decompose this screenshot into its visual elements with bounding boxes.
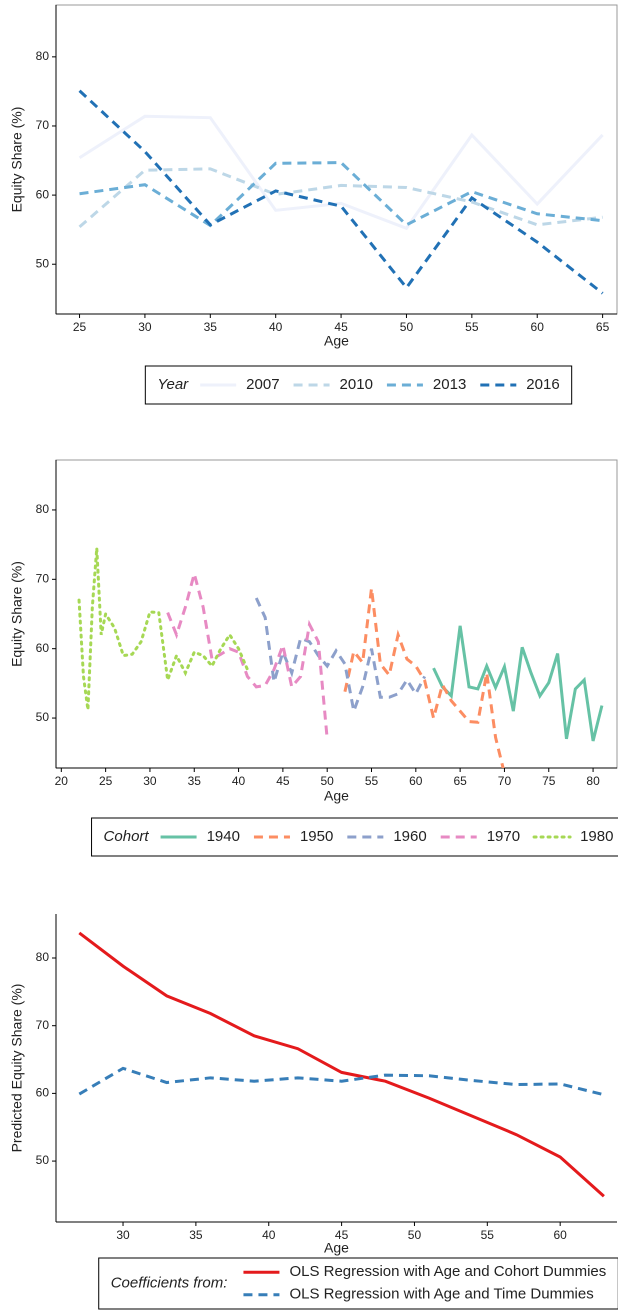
series-line bbox=[78, 89, 604, 295]
series-line bbox=[79, 161, 603, 228]
x-tick-label: 30 bbox=[138, 320, 152, 334]
legend: Cohort 1940 1950 1960 1970 1980 bbox=[91, 817, 618, 857]
legend: Year 2007 2010 2013 2016 bbox=[144, 365, 573, 405]
x-tick-label: 30 bbox=[143, 774, 157, 788]
y-tick-label: 50 bbox=[36, 256, 50, 270]
x-axis-title: Age bbox=[324, 1240, 349, 1256]
x-tick-label: 35 bbox=[189, 1228, 203, 1242]
x-tick-label: 40 bbox=[262, 1228, 276, 1242]
x-tick-label: 40 bbox=[269, 320, 283, 334]
x-tick-label: 40 bbox=[232, 774, 246, 788]
y-tick-label: 70 bbox=[36, 571, 50, 585]
legend-label: 2007 bbox=[246, 376, 279, 393]
x-tick-label: 30 bbox=[116, 1228, 130, 1242]
legend-title: Cohort bbox=[104, 828, 150, 845]
legend-label: 2010 bbox=[340, 376, 373, 393]
series-line bbox=[254, 597, 427, 717]
legend-title: Coefficients from: bbox=[111, 1274, 228, 1291]
y-tick-label: 60 bbox=[36, 187, 50, 201]
legend-label: OLS Regression with Age and Time Dummies bbox=[289, 1286, 593, 1303]
legend-label: OLS Regression with Age and Cohort Dummi… bbox=[289, 1263, 606, 1280]
series-line bbox=[78, 931, 605, 1198]
plot-frame bbox=[55, 4, 618, 315]
panel: 50 60 70 80 30 35 40 45 50 55 60 Age Predicted Equit… bbox=[9, 914, 618, 1310]
x-tick-label: 20 bbox=[55, 774, 69, 788]
plot-frame bbox=[55, 459, 618, 769]
x-tick-label: 65 bbox=[453, 774, 467, 788]
y-tick-label: 60 bbox=[36, 1086, 50, 1100]
y-axis-title: Equity Share (%) bbox=[9, 561, 25, 667]
series-line bbox=[166, 567, 329, 739]
y-tick-label: 50 bbox=[36, 710, 50, 724]
series-line bbox=[432, 625, 604, 742]
x-tick-label: 50 bbox=[408, 1228, 422, 1242]
y-tick-label: 70 bbox=[36, 118, 50, 132]
x-tick-label: 50 bbox=[400, 320, 414, 334]
x-tick-label: 60 bbox=[531, 320, 545, 334]
y-axis-title: Predicted Equity Share (%) bbox=[9, 984, 25, 1153]
series-line bbox=[78, 1066, 605, 1097]
x-tick-label: 50 bbox=[321, 774, 335, 788]
legend-label: 1960 bbox=[393, 828, 426, 845]
y-tick-label: 80 bbox=[36, 49, 50, 63]
y-tick-label: 80 bbox=[36, 502, 50, 516]
legend-box bbox=[98, 1257, 618, 1310]
legend-label: 1980 bbox=[580, 828, 613, 845]
y-tick-label: 70 bbox=[36, 1018, 50, 1032]
x-axis-title: Age bbox=[324, 788, 349, 804]
x-tick-label: 35 bbox=[204, 320, 218, 334]
series-line bbox=[78, 167, 603, 229]
x-tick-label: 45 bbox=[276, 774, 290, 788]
legend-label: 2016 bbox=[526, 376, 559, 393]
x-tick-label: 25 bbox=[99, 774, 113, 788]
x-tick-label: 35 bbox=[188, 774, 202, 788]
x-tick-label: 70 bbox=[498, 774, 512, 788]
legend-label: 2013 bbox=[433, 376, 466, 393]
legend-label: 1940 bbox=[207, 828, 240, 845]
x-tick-label: 25 bbox=[73, 320, 87, 334]
y-axis-title: Equity Share (%) bbox=[9, 107, 25, 213]
legend: Coefficients from: OLS Regression with Ag… bbox=[98, 1257, 618, 1310]
legend-label: 1970 bbox=[487, 828, 520, 845]
series-line bbox=[343, 588, 505, 768]
series-line bbox=[78, 114, 604, 231]
x-tick-label: 55 bbox=[465, 320, 479, 334]
legend-label: 1950 bbox=[300, 828, 333, 845]
x-tick-label: 65 bbox=[596, 320, 610, 334]
x-tick-label: 45 bbox=[335, 1228, 349, 1242]
x-tick-label: 60 bbox=[553, 1228, 567, 1242]
panel: 50 60 70 80 25 30 35 40 45 50 55 60 65 Age Equity Shar… bbox=[9, 4, 618, 405]
x-tick-label: 60 bbox=[409, 774, 423, 788]
x-tick-label: 45 bbox=[334, 320, 348, 334]
x-axis-title: Age bbox=[324, 333, 349, 349]
x-tick-label: 55 bbox=[481, 1228, 495, 1242]
y-tick-label: 50 bbox=[36, 1153, 50, 1167]
panel: 50 60 70 80 20 25 30 35 40 45 50 55 60 65 70 75 80 Age Equ… bbox=[9, 459, 618, 857]
series-line bbox=[77, 547, 249, 710]
y-tick-label: 80 bbox=[36, 950, 50, 964]
x-tick-label: 75 bbox=[542, 774, 556, 788]
legend-title: Year bbox=[157, 376, 189, 393]
y-tick-label: 60 bbox=[36, 641, 50, 655]
x-tick-label: 55 bbox=[365, 774, 379, 788]
x-tick-label: 80 bbox=[586, 774, 600, 788]
